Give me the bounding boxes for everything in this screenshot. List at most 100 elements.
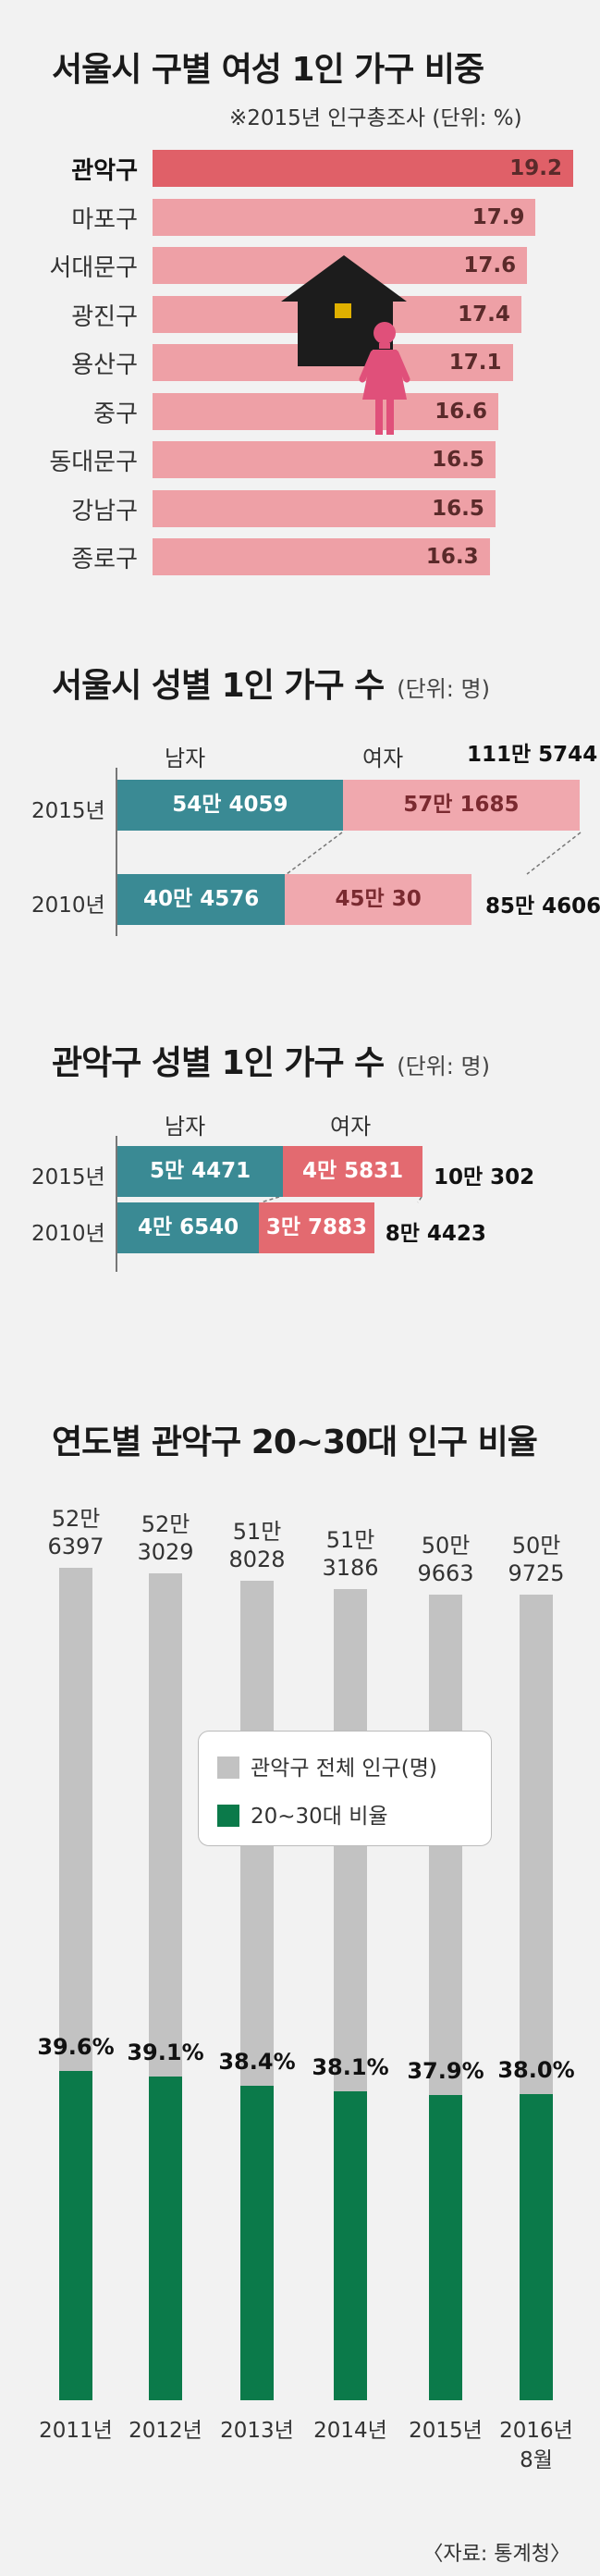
male-bar: 40만 4576 [117,874,286,925]
population-label-line: 50만 [511,1532,561,1559]
section3-title: 관악구 성별 1인 가구 수 (단위: 명) [52,1036,490,1084]
district-bar: 19.2 [153,150,573,187]
total-label: 8만 4423 [385,1222,486,1246]
gwanak-female-label: 여자 [330,1114,372,1140]
male-bar: 54만 4059 [117,780,343,831]
gwanak-male-label: 남자 [165,1114,206,1140]
population-label-line: 3029 [137,1538,194,1565]
district-label: 마포구 [71,205,138,234]
year-axis-label-line: 2016년 [499,2419,573,2443]
district-bar: 16.3 [153,538,490,575]
district-bar: 16.6 [153,392,498,430]
ratio-label: 39.6% [37,2033,115,2060]
seoul-female-label: 여자 [362,746,404,771]
district-label: 중구 [93,400,138,428]
population-label: 52만 6397 [39,1505,113,1560]
year-label: 2015년 [31,799,105,823]
district-value: 17.9 [471,204,525,229]
female-bar: 57만 1685 [342,780,580,831]
population-label-line: 8028 [228,1547,286,1573]
male-bar: 5만 4471 [117,1146,284,1197]
year-label: 2010년 [31,1222,105,1246]
year-axis-label-line: 8월 [520,2448,553,2472]
year-axis-label: 2012년 [124,2416,207,2446]
section2-title: 서울시 성별 1인 가구 수 (단위: 명) [52,659,490,707]
population-label: 50만 9663 [409,1532,483,1587]
district-value: 17.6 [463,253,517,277]
population-label: 51만 8028 [220,1518,294,1573]
district-value: 17.1 [448,351,502,375]
total-label: 111만 5744 [467,743,598,767]
total-label: 10만 302 [434,1165,535,1189]
section2-unit: (단위: 명) [397,676,490,702]
ratio-bar [429,2094,462,2400]
female-bar: 3만 7883 [259,1202,374,1253]
legend: 관악구 전체 인구(명) 20~30대 비율 [198,1731,492,1846]
ratio-bar [240,2085,274,2400]
source-note: 〈자료: 통계청〉 [422,2543,570,2566]
section4-title: 연도별 관악구 20~30대 인구 비율 [52,1424,538,1461]
total-label: 85만 4606 [485,894,600,918]
year-axis-label: 2014년 [309,2416,392,2446]
seoul-connectors [116,768,582,936]
year-axis-label-line: 2013년 [220,2419,294,2443]
ratio-bar [149,2077,182,2400]
year-axis-label-line: 2015년 [409,2419,483,2443]
section3-title-text: 관악구 성별 1인 가구 수 [52,1044,385,1082]
district-label: 광진구 [71,302,138,331]
district-label: 동대문구 [49,449,138,476]
district-bar: 16.5 [153,489,496,527]
year-axis-label: 2013년 [215,2416,299,2446]
district-label: 관악구 [71,157,138,185]
ratio-bar [334,2090,367,2400]
district-label: 강남구 [71,497,138,525]
district-value: 16.5 [432,448,484,472]
seoul-male-label: 남자 [165,746,206,771]
legend-swatch-total [217,1756,239,1779]
population-label-line: 3186 [322,1554,379,1581]
year-axis-label: 2016년 8월 [495,2416,578,2475]
ratio-label: 39.1% [127,2040,204,2066]
house-woman-illustration [281,255,410,435]
male-bar: 4만 6540 [117,1202,260,1253]
population-label-line: 50만 [421,1532,471,1559]
ratio-label: 38.4% [218,2048,296,2075]
district-value: 16.6 [435,399,487,424]
legend-label-ratio: 20~30대 비율 [251,1805,388,1829]
district-value: 16.3 [425,545,479,569]
section3-unit: (단위: 명) [397,1054,490,1079]
population-label-line: 6397 [47,1534,104,1559]
year-axis-label: 2011년 [34,2416,117,2446]
year-label: 2010년 [31,894,105,918]
district-value: 19.2 [509,156,562,180]
gwanak-connectors [116,1136,422,1272]
population-label-line: 51만 [325,1526,375,1553]
legend-swatch-ratio [217,1805,239,1827]
ratio-label: 38.0% [497,2056,575,2083]
population-label: 50만 9725 [499,1532,573,1587]
population-label-line: 51만 [232,1519,282,1546]
year-axis-label-line: 2012년 [129,2419,202,2443]
year-axis-label-line: 2011년 [39,2419,113,2443]
section2-title-text: 서울시 성별 1인 가구 수 [52,667,385,705]
population-label-line: 9663 [417,1559,474,1586]
ratio-label: 38.1% [312,2053,389,2080]
year-axis-label-line: 2014년 [313,2419,387,2443]
district-label: 용산구 [71,351,138,379]
section1-note: ※2015년 인구총조사 (단위: %) [229,106,522,130]
legend-item-ratio: 20~30대 비율 [217,1798,388,1830]
population-label-line: 52만 [51,1506,101,1532]
female-bar: 45만 30 [285,874,471,925]
female-bar: 4만 5831 [283,1146,422,1197]
district-bar: 16.5 [153,441,496,478]
district-label: 서대문구 [49,254,138,282]
population-label: 51만 3186 [313,1526,387,1582]
population-label-line: 9725 [508,1559,565,1586]
year-label: 2015년 [31,1165,105,1189]
legend-item-total: 관악구 전체 인구(명) [217,1750,437,1781]
population-label: 52만 3029 [129,1510,202,1566]
section1-title: 서울시 구별 여성 1인 가구 비중 [52,51,484,89]
year-axis-label: 2015년 [404,2416,487,2446]
legend-label-total: 관악구 전체 인구(명) [251,1756,437,1781]
population-label-line: 52만 [141,1510,190,1537]
